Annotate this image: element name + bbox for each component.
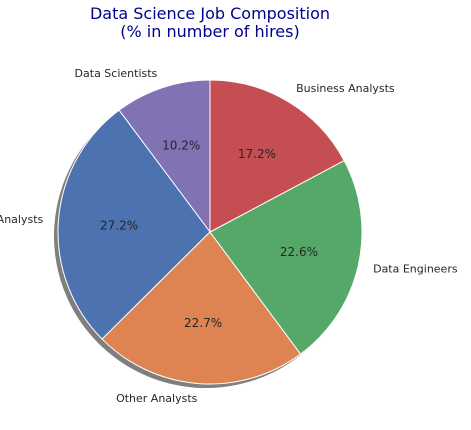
slice-label-data-analysts: Data Analysts — [0, 213, 44, 226]
slice-label-business-analysts: Business Analysts — [296, 82, 395, 95]
slice-pct-label-business-analysts: 17.2% — [238, 147, 276, 161]
pie-slice-data-engineers — [209, 160, 363, 355]
chart-subtitle: (% in number of hires) — [120, 22, 299, 41]
pie-slice-data-analysts — [57, 109, 211, 340]
slice-label-data-engineers: Data Engineers — [373, 262, 458, 275]
slice-pct-label-data-analysts: 27.2% — [100, 218, 138, 232]
slice-pct-label-data-engineers: 22.6% — [280, 245, 318, 259]
slice-label-data-scientists: Data Scientists — [75, 67, 158, 80]
pie-labels: Data Scientists 10.2% Data Analysts 27.2% Ot… — [0, 67, 458, 405]
slice-pct-label-other-analysts: 22.7% — [184, 316, 222, 330]
chart-title: Data Science Job Composition — [90, 4, 330, 23]
slice-label-other-analysts: Other Analysts — [116, 392, 198, 405]
slice-pct-label-data-scientists: 10.2% — [162, 138, 200, 152]
pie-slice-data-scientists — [118, 79, 211, 233]
pie-slice-other-analysts — [101, 231, 302, 385]
pie-slices — [57, 79, 363, 385]
pie-slice-business-analysts — [209, 79, 345, 233]
